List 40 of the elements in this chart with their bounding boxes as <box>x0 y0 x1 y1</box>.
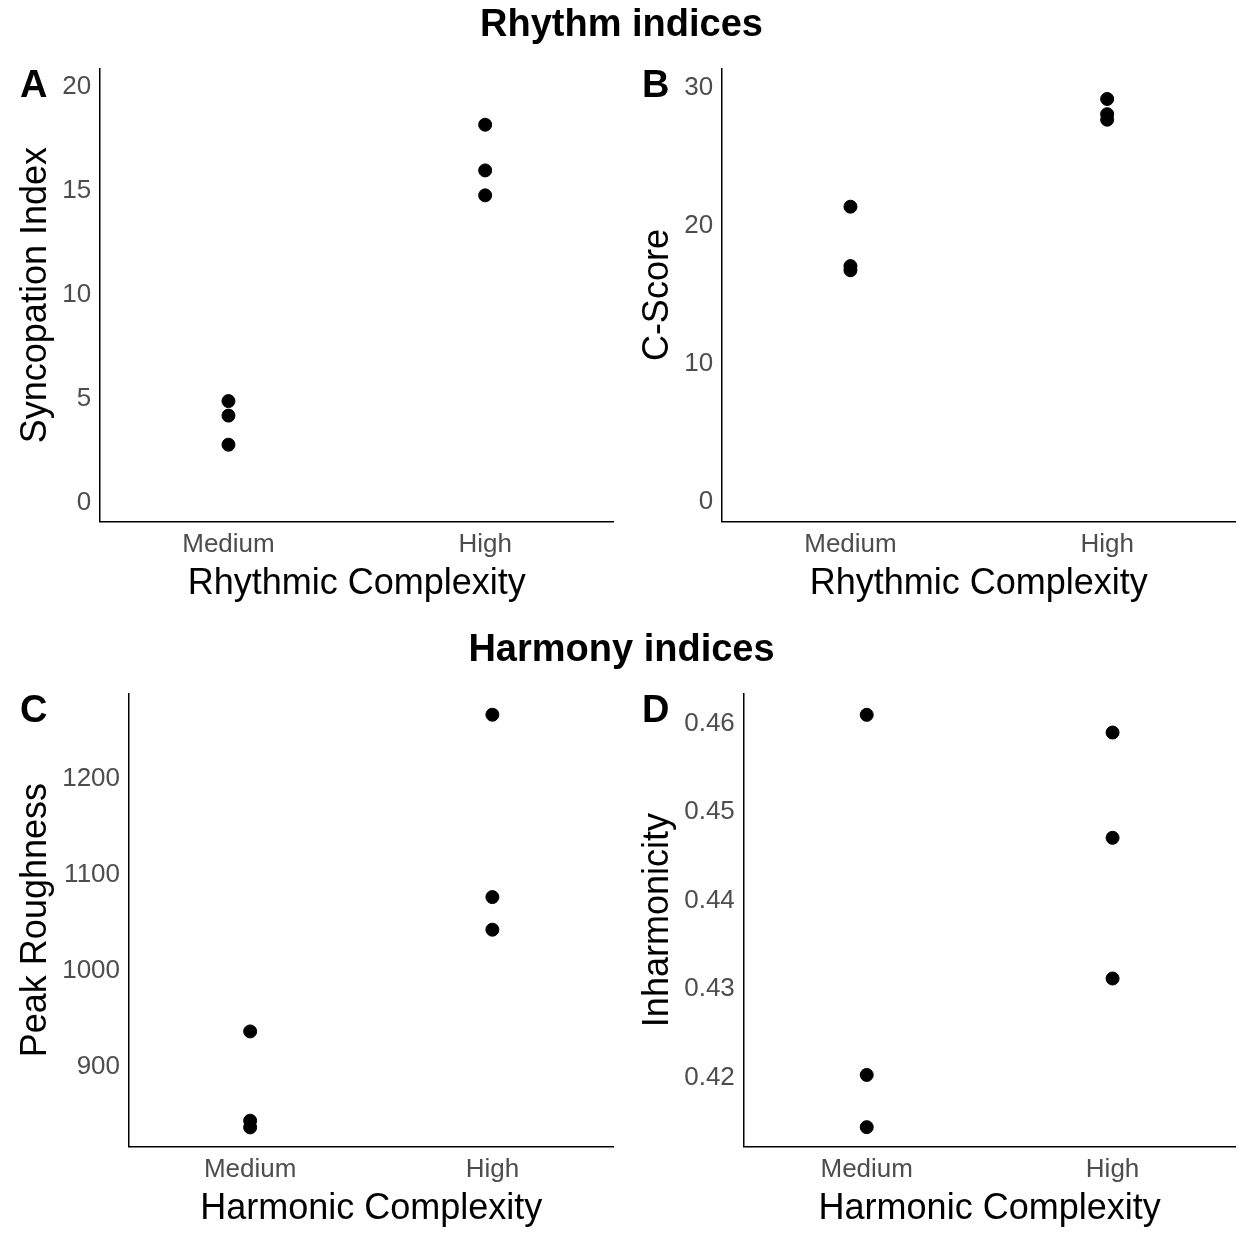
y-tick-label: 0.45 <box>684 795 735 826</box>
chart-title: B <box>642 63 670 106</box>
x-axis-title: Harmonic Complexity <box>200 1186 543 1228</box>
y-tick-label: 0.44 <box>684 883 735 914</box>
y-tick-label: 10 <box>684 347 714 378</box>
y-tick-label: 1100 <box>64 858 121 889</box>
y-axis-title: Peak Roughness <box>12 783 54 1058</box>
y-tick-label: 5 <box>76 382 92 413</box>
y-axis-title: C-Score <box>634 229 676 362</box>
x-tick-label: High <box>1080 528 1134 559</box>
y-tick-label: 1000 <box>62 954 121 985</box>
y-tick-label: 15 <box>62 174 92 205</box>
x-tick-label: Medium <box>820 1153 913 1184</box>
x-axis-title: Rhythmic Complexity <box>809 561 1148 603</box>
y-tick-label: 10 <box>62 278 92 309</box>
x-tick-label: Medium <box>182 528 275 559</box>
y-tick-label: 900 <box>76 1050 121 1081</box>
y-tick-label: 0.43 <box>684 972 735 1003</box>
y-tick-label: 20 <box>62 70 92 101</box>
y-tick-label: 0 <box>76 486 92 517</box>
y-tick-label: 1200 <box>62 762 121 793</box>
chart-subtitle: Rhythm indices <box>479 2 764 45</box>
x-tick-label: Medium <box>804 528 897 559</box>
y-tick-label: 0.46 <box>684 706 735 737</box>
x-tick-label: High <box>1085 1153 1140 1184</box>
y-tick-label: 0 <box>698 485 714 516</box>
x-tick-label: High <box>458 528 512 559</box>
x-axis-title: Rhythmic Complexity <box>187 561 526 603</box>
y-axis-title: Syncopation Index <box>12 146 54 444</box>
chart-title: A <box>20 63 48 106</box>
y-tick-label: 30 <box>684 71 714 102</box>
chart-title: D <box>642 688 670 731</box>
y-tick-label: 20 <box>684 209 714 240</box>
chart-title: C <box>20 688 48 731</box>
x-tick-label: Medium <box>203 1153 297 1184</box>
x-axis-title: Harmonic Complexity <box>818 1186 1161 1228</box>
y-axis-title: Inharmonicity <box>634 813 676 1028</box>
chart-subtitle: Harmony indices <box>467 627 776 670</box>
x-tick-label: High <box>465 1153 520 1184</box>
y-tick-label: 0.42 <box>684 1060 735 1091</box>
